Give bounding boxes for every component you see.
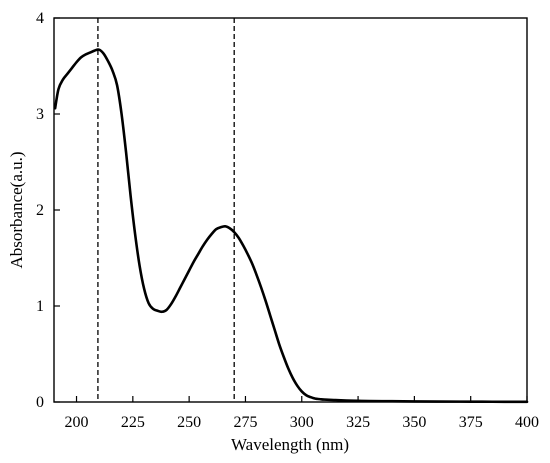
x-tick-label: 375 xyxy=(459,414,483,431)
y-tick-label: 2 xyxy=(36,202,44,219)
x-axis-label: Wavelength (nm) xyxy=(231,435,349,454)
plot-area-frame xyxy=(53,17,528,403)
reference-lines xyxy=(97,18,235,402)
y-tick-label: 0 xyxy=(36,394,44,411)
y-tick-label: 3 xyxy=(36,106,44,123)
x-tick-label: 325 xyxy=(346,414,370,431)
y-tick-label: 1 xyxy=(36,298,44,315)
y-tick-labels: 0 1 2 3 4 xyxy=(36,10,44,411)
y-axis-label: Absorbance(a.u.) xyxy=(7,151,26,268)
x-tick-labels: 200 225 250 275 300 325 350 375 400 xyxy=(65,414,539,431)
x-tick-label: 300 xyxy=(290,414,314,431)
x-tick-label: 225 xyxy=(121,414,145,431)
x-tick-label: 400 xyxy=(515,414,539,431)
x-tick-label: 275 xyxy=(233,414,257,431)
axis-ticks xyxy=(54,17,528,403)
y-tick-label: 4 xyxy=(36,10,44,27)
x-tick-label: 350 xyxy=(402,414,426,431)
x-tick-label: 250 xyxy=(177,414,201,431)
absorbance-series-line xyxy=(53,48,529,404)
x-tick-label: 200 xyxy=(65,414,89,431)
